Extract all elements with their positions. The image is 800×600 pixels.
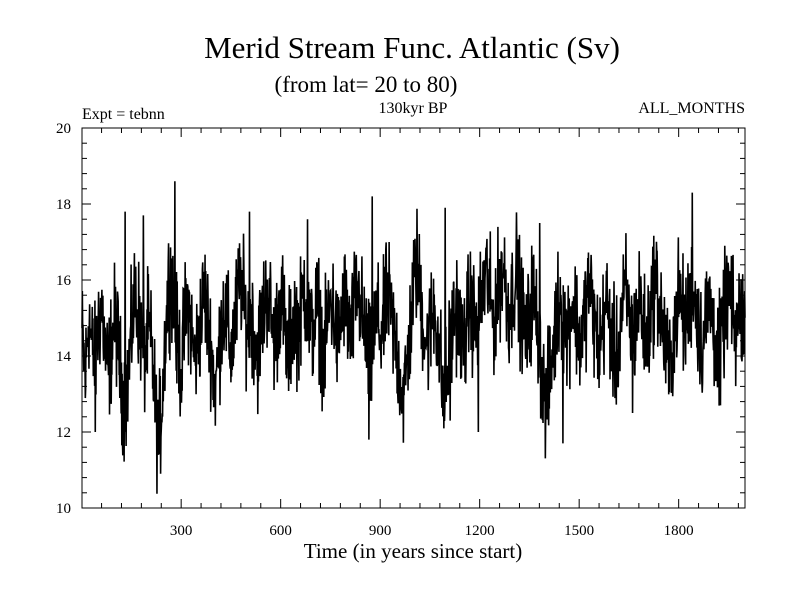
chart-title: Merid Stream Func. Atlantic (Sv) (204, 30, 620, 65)
x-tick-label: 600 (269, 523, 292, 539)
months-label: ALL_MONTHS (638, 100, 745, 117)
experiment-label: Expt = tebnn (82, 106, 165, 123)
x-tick-label: 900 (369, 523, 392, 539)
x-tick-label: 1800 (664, 523, 694, 539)
series-line (81, 181, 746, 494)
y-tick-label: 18 (56, 197, 71, 213)
x-axis-label: Time (in years since start) (304, 539, 523, 563)
y-tick-label: 16 (56, 273, 72, 289)
x-tick-label: 1200 (465, 523, 495, 539)
y-tick-label: 20 (56, 121, 71, 137)
y-tick-label: 14 (56, 349, 72, 365)
plot-area: 300 600 900 1200 1500 1800 10 12 14 16 18 20 (56, 121, 746, 539)
chart-subtitle: (from lat= 20 to 80) (275, 72, 458, 97)
period-label: 130kyr BP (379, 100, 448, 117)
y-tick-label: 10 (56, 501, 71, 517)
y-tick-label: 12 (56, 425, 71, 441)
x-tick-label: 1500 (564, 523, 594, 539)
data-layer (81, 181, 746, 494)
x-tick-label: 300 (170, 523, 193, 539)
tick-layer: 300 600 900 1200 1500 1800 10 12 14 16 18 20 (56, 121, 745, 539)
